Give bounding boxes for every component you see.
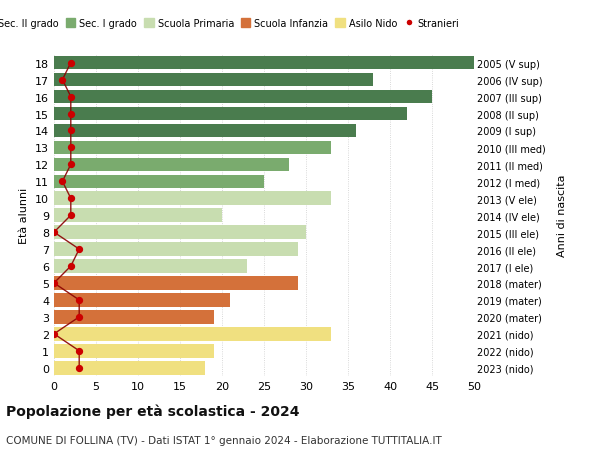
Point <box>66 212 76 219</box>
Bar <box>54 192 331 206</box>
Point <box>66 94 76 101</box>
Y-axis label: Età alunni: Età alunni <box>19 188 29 244</box>
Bar <box>54 260 247 273</box>
Text: Popolazione per età scolastica - 2024: Popolazione per età scolastica - 2024 <box>6 404 299 419</box>
Legend: Sec. II grado, Sec. I grado, Scuola Primaria, Scuola Infanzia, Asilo Nido, Stran: Sec. II grado, Sec. I grado, Scuola Prim… <box>0 15 463 33</box>
Point <box>74 364 84 372</box>
Point <box>49 229 59 236</box>
Bar <box>54 107 407 121</box>
Point <box>66 161 76 168</box>
Bar <box>54 243 298 256</box>
Point <box>66 60 76 67</box>
Bar <box>54 327 331 341</box>
Bar <box>54 277 298 290</box>
Point <box>74 297 84 304</box>
Point <box>66 195 76 202</box>
Bar <box>54 310 214 324</box>
Bar <box>54 209 222 223</box>
Text: COMUNE DI FOLLINA (TV) - Dati ISTAT 1° gennaio 2024 - Elaborazione TUTTITALIA.IT: COMUNE DI FOLLINA (TV) - Dati ISTAT 1° g… <box>6 435 442 445</box>
Bar <box>54 74 373 87</box>
Y-axis label: Anni di nascita: Anni di nascita <box>557 174 566 257</box>
Bar <box>54 293 230 307</box>
Bar <box>54 57 474 70</box>
Point <box>66 128 76 135</box>
Bar <box>54 361 205 375</box>
Point <box>58 77 67 84</box>
Bar <box>54 175 264 189</box>
Point <box>58 178 67 185</box>
Bar <box>54 90 432 104</box>
Bar <box>54 141 331 155</box>
Bar <box>54 226 306 240</box>
Bar <box>54 124 356 138</box>
Point <box>49 280 59 287</box>
Point <box>74 246 84 253</box>
Bar <box>54 158 289 172</box>
Bar <box>54 344 214 358</box>
Point <box>49 330 59 338</box>
Point <box>66 145 76 152</box>
Point <box>66 263 76 270</box>
Point <box>74 347 84 355</box>
Point <box>66 111 76 118</box>
Point <box>74 313 84 321</box>
